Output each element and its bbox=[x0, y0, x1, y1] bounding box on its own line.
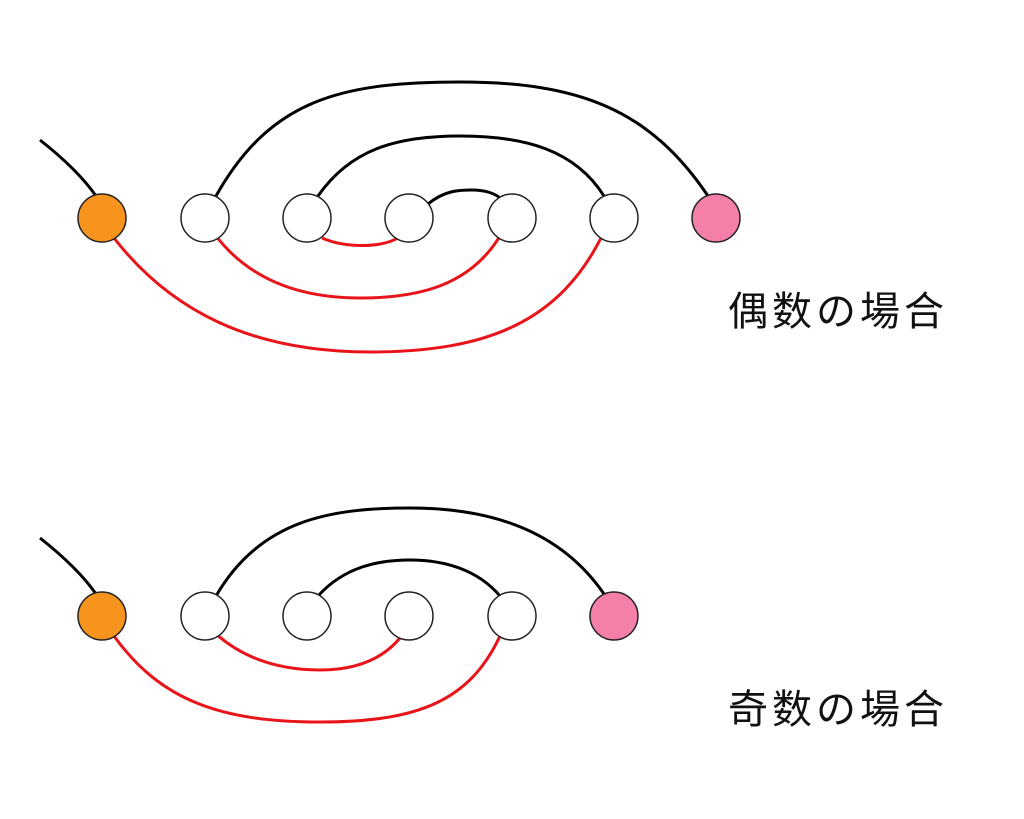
odd-node-2 bbox=[282, 591, 332, 641]
even-black-arc-3-4 bbox=[427, 188, 504, 206]
even-node-4 bbox=[487, 193, 537, 243]
even-node-3 bbox=[384, 193, 434, 243]
even-node-2 bbox=[282, 193, 332, 243]
even-lead-line bbox=[39, 138, 98, 197]
odd-node-4 bbox=[487, 591, 537, 641]
even-red-arc-2-3 bbox=[321, 236, 399, 247]
even-end-node bbox=[691, 193, 741, 243]
even-red-arc-1-4 bbox=[214, 235, 502, 300]
even-start-node bbox=[77, 193, 127, 243]
odd-end-node bbox=[589, 591, 639, 641]
even-node-1 bbox=[180, 193, 230, 243]
even-red-arc-0-5 bbox=[112, 235, 604, 354]
odd-red-arc-0-4 bbox=[112, 635, 502, 724]
odd-panel bbox=[39, 506, 639, 724]
even-panel bbox=[39, 80, 741, 354]
odd-node-3 bbox=[384, 591, 434, 641]
odd-case-label: 奇数の場合 bbox=[728, 687, 948, 733]
even-black-arc-1-6 bbox=[214, 80, 710, 197]
odd-node-1 bbox=[180, 591, 230, 641]
odd-red-arc-1-3 bbox=[215, 632, 402, 672]
even-node-5 bbox=[589, 193, 639, 243]
even-case-label: 偶数の場合 bbox=[728, 289, 948, 335]
odd-black-arc-2-4 bbox=[316, 558, 502, 598]
odd-black-arc-1-5 bbox=[214, 506, 606, 597]
even-black-arc-2-5 bbox=[316, 134, 606, 197]
odd-lead-line bbox=[39, 536, 98, 595]
odd-start-node bbox=[77, 591, 127, 641]
